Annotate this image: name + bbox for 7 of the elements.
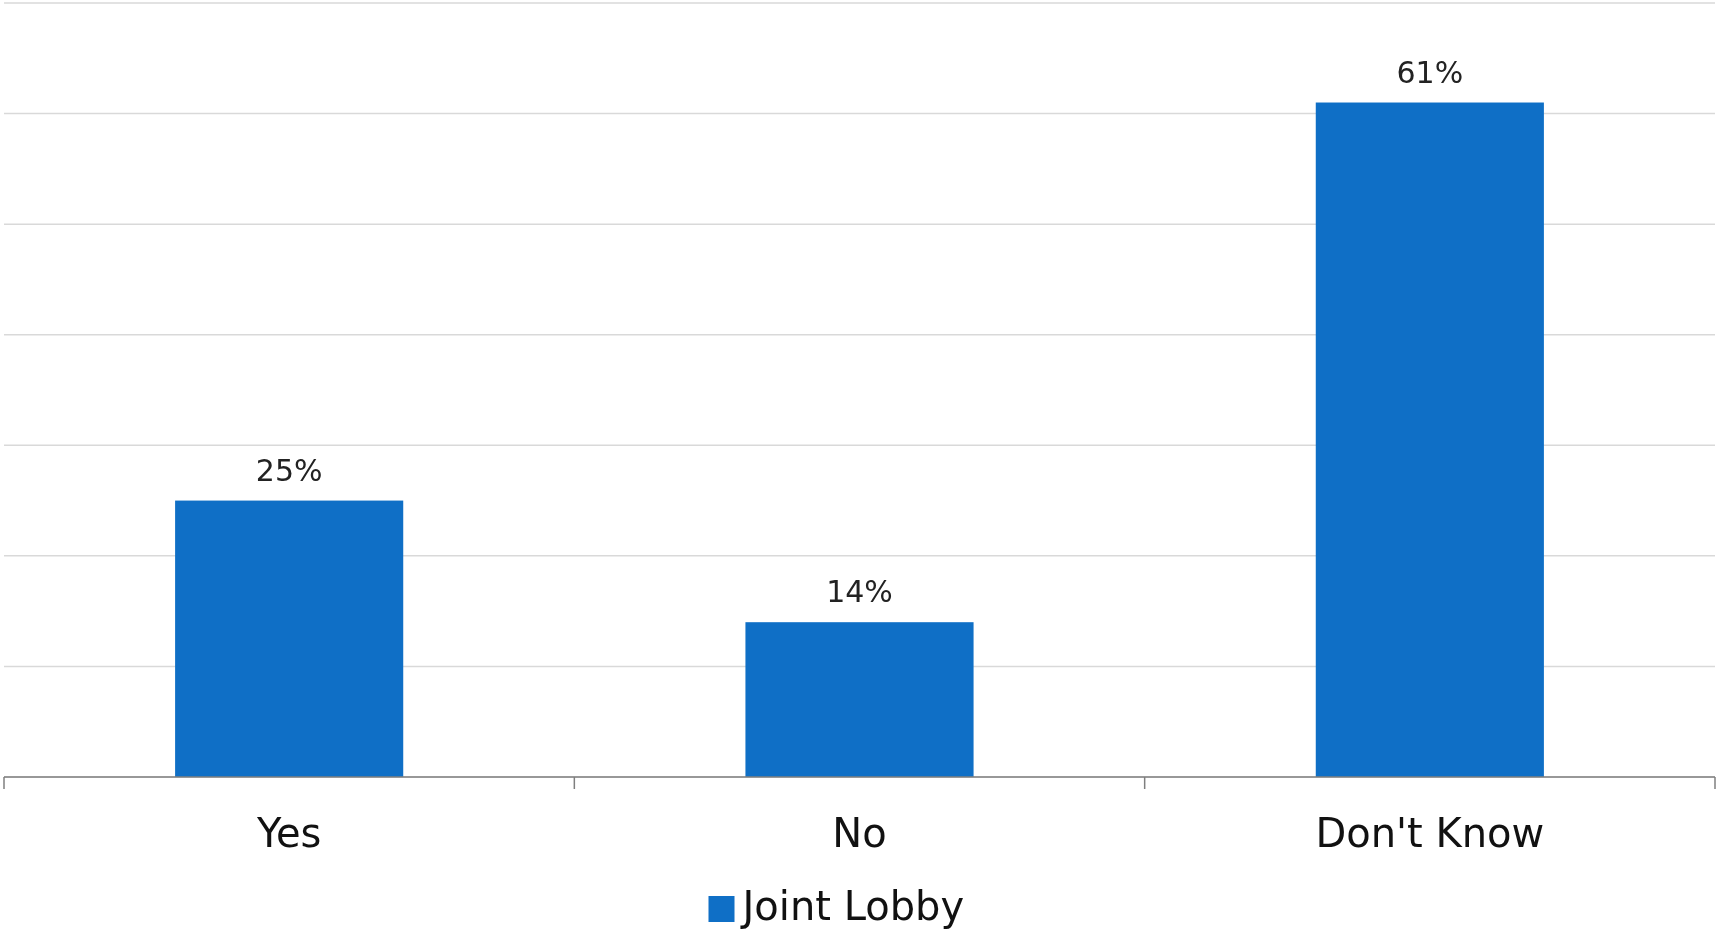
legend-label: Joint Lobby [739, 883, 965, 929]
data-label: 14% [826, 574, 893, 610]
data-label: 25% [255, 452, 323, 488]
data-label: 61% [1396, 54, 1464, 90]
x-tick-label: Don't Know [1315, 810, 1545, 856]
x-tick-label: No [832, 810, 887, 856]
x-tick-label: Yes [255, 810, 322, 856]
